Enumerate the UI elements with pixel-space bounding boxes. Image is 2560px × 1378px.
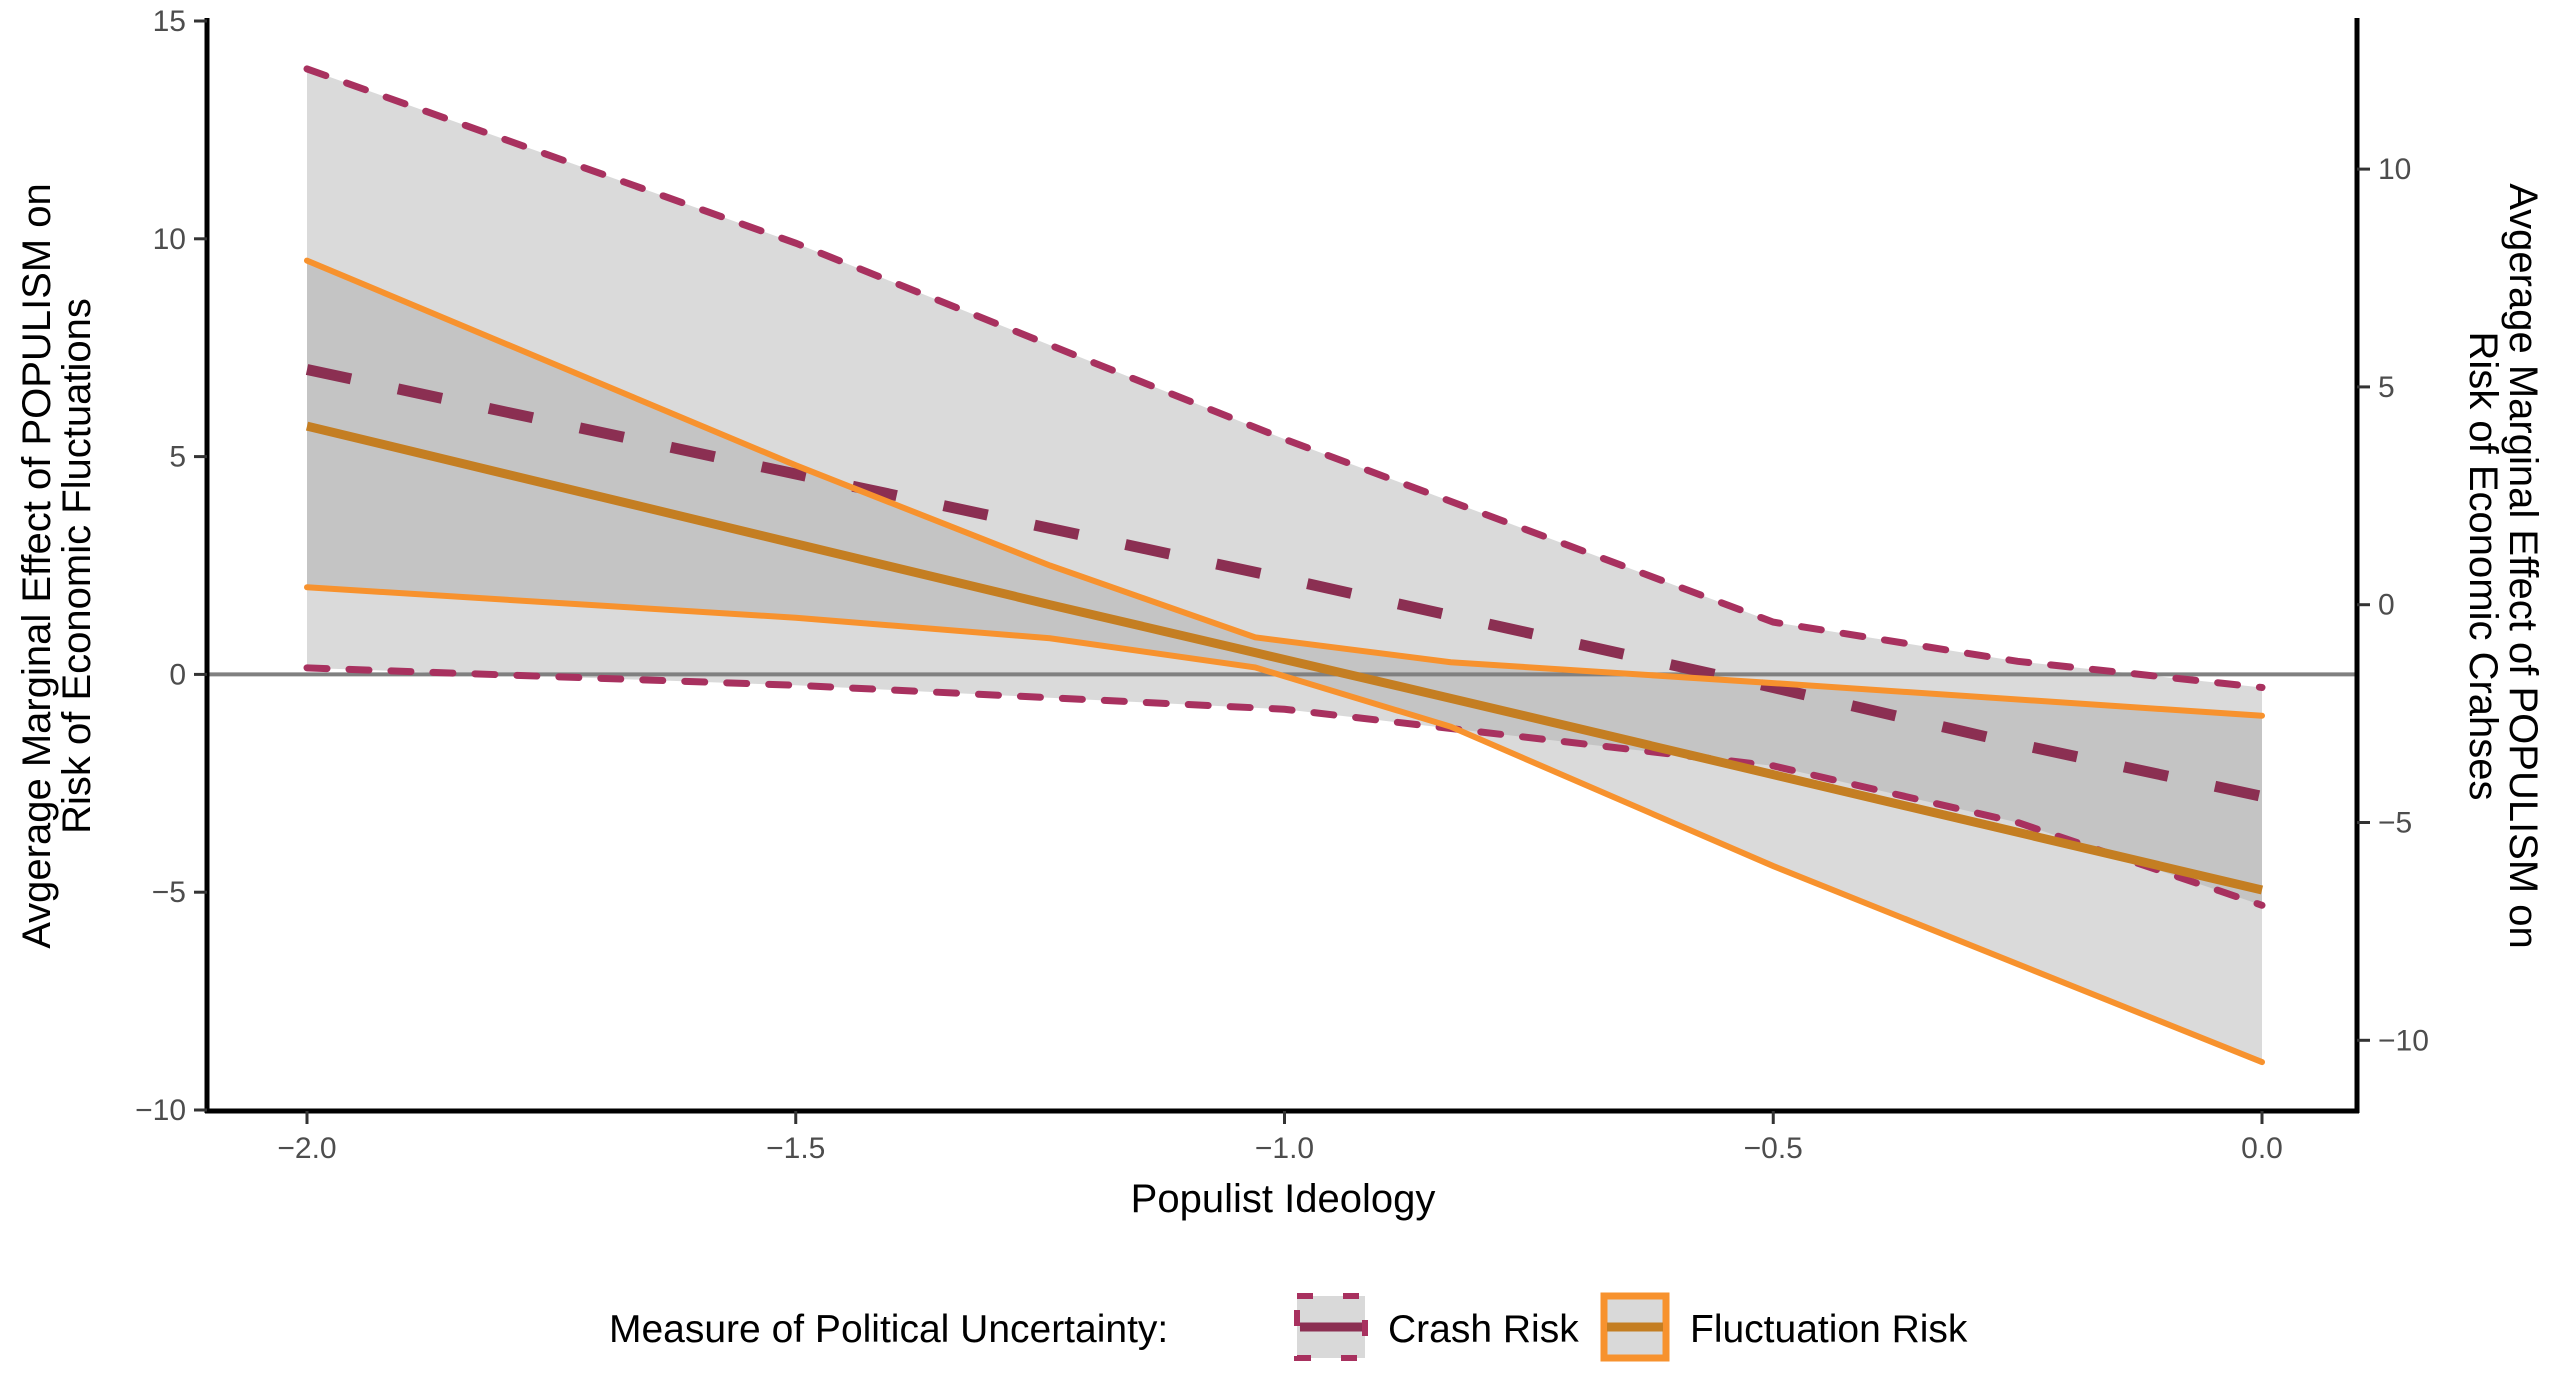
right-y-axis-title: Avgerage Marginal Effect of POPULISM on … (2461, 183, 2545, 949)
left-y-axis-ticks: 15 10 5 0 −5 −10 (135, 5, 207, 1127)
legend-label-fluctuation-risk: Fluctuation Risk (1690, 1308, 1968, 1351)
y-tick-label: 0 (169, 658, 186, 691)
y-tick-label: 10 (153, 223, 186, 256)
left-y-axis-title-line-2: Risk of Economic Fluctuations (55, 298, 99, 834)
y-tick-label: −10 (135, 1094, 186, 1127)
series-lines-layer (303, 65, 2266, 1066)
ribbons-layer (307, 68, 2262, 1063)
legend-title: Measure of Political Uncertainty: (609, 1308, 1168, 1351)
right-y-axis-title-line-2: Risk of Economic Crahses (2461, 331, 2505, 800)
y2-tick-label: 10 (2378, 153, 2411, 186)
y-tick-label: 5 (169, 441, 186, 474)
legend-key-crash-risk (1294, 1293, 1368, 1361)
y2-tick-label: 0 (2378, 589, 2395, 622)
left-y-axis-title-line-1: Avgerage Marginal Effect of POPULISM on (15, 183, 59, 949)
crash-risk-ci-upper-line (303, 65, 2266, 691)
right-y-axis-ticks: 10 5 0 −5 −10 (2357, 153, 2429, 1057)
y-tick-label: 15 (153, 5, 186, 38)
right-y-axis-title-line-1: Avgerage Marginal Effect of POPULISM on (2501, 183, 2545, 949)
x-tick-label: −0.5 (1744, 1132, 1803, 1165)
x-tick-label: −1.0 (1255, 1132, 1314, 1165)
x-axis-title: Populist Ideology (1131, 1177, 1436, 1221)
legend-key-fluctuation-risk (1600, 1292, 1670, 1362)
y2-tick-label: 5 (2378, 371, 2395, 404)
y2-tick-label: −10 (2378, 1024, 2429, 1057)
fluctuation-risk-ci-upper-line (304, 257, 2265, 719)
x-tick-label: −1.5 (766, 1132, 825, 1165)
crash-risk-mean-line (305, 364, 2264, 802)
y-tick-label: −5 (152, 876, 186, 909)
y2-tick-label: −5 (2378, 807, 2412, 840)
fluctuation-risk-mean-line (305, 421, 2264, 895)
crash-risk-ci-lower-line (303, 664, 2266, 909)
x-axis-ticks: −2.0 −1.5 −1.0 −0.5 0.0 (277, 1111, 2283, 1165)
left-y-axis-title: Avgerage Marginal Effect of POPULISM on … (15, 183, 99, 949)
legend: Measure of Political Uncertainty: Crash … (609, 1292, 1968, 1362)
ci-ribbon-crash-risk (307, 68, 2262, 906)
x-tick-label: 0.0 (2241, 1132, 2283, 1165)
legend-label-crash-risk: Crash Risk (1388, 1308, 1579, 1351)
x-tick-label: −2.0 (277, 1132, 336, 1165)
fluctuation-risk-ci-lower-line (304, 584, 2265, 1066)
